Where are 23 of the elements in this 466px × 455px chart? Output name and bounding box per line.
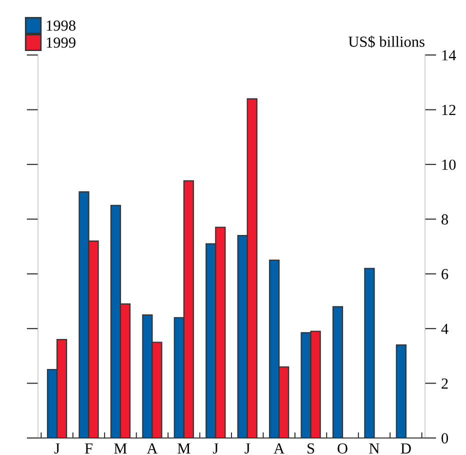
y-tick-label: 8 xyxy=(442,214,448,225)
legend-label: 1998 xyxy=(46,20,76,31)
x-tick-label: J xyxy=(54,443,60,454)
x-tick-label: S xyxy=(308,443,314,454)
x-tick-label: O xyxy=(338,443,348,454)
y-tick-label: 14 xyxy=(442,50,456,60)
y-axis-title: US$ billions xyxy=(348,36,424,48)
x-tick-label: A xyxy=(146,443,158,454)
x-tick-label: D xyxy=(400,443,411,454)
y-tick-label: 10 xyxy=(442,160,456,170)
legend-label: 1999 xyxy=(46,38,76,48)
y-tick-label: 0 xyxy=(442,433,448,444)
y-tick-label: 12 xyxy=(442,104,456,116)
x-tick-label: J xyxy=(212,443,218,454)
x-tick-label: M xyxy=(114,443,127,454)
x-tick-label: N xyxy=(369,443,380,454)
y-tick-label: 2 xyxy=(442,378,448,389)
x-tick-label: M xyxy=(178,443,190,454)
y-tick-label: 4 xyxy=(441,324,448,334)
x-tick-label: J xyxy=(244,443,250,454)
y-tick-label: 6 xyxy=(442,269,448,280)
x-tick-label: F xyxy=(84,443,92,454)
x-tick-label: A xyxy=(274,443,284,454)
